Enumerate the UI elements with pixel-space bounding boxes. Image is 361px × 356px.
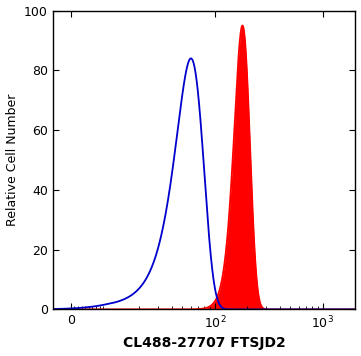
Y-axis label: Relative Cell Number: Relative Cell Number (5, 94, 18, 226)
X-axis label: CL488-27707 FTSJD2: CL488-27707 FTSJD2 (123, 336, 286, 350)
